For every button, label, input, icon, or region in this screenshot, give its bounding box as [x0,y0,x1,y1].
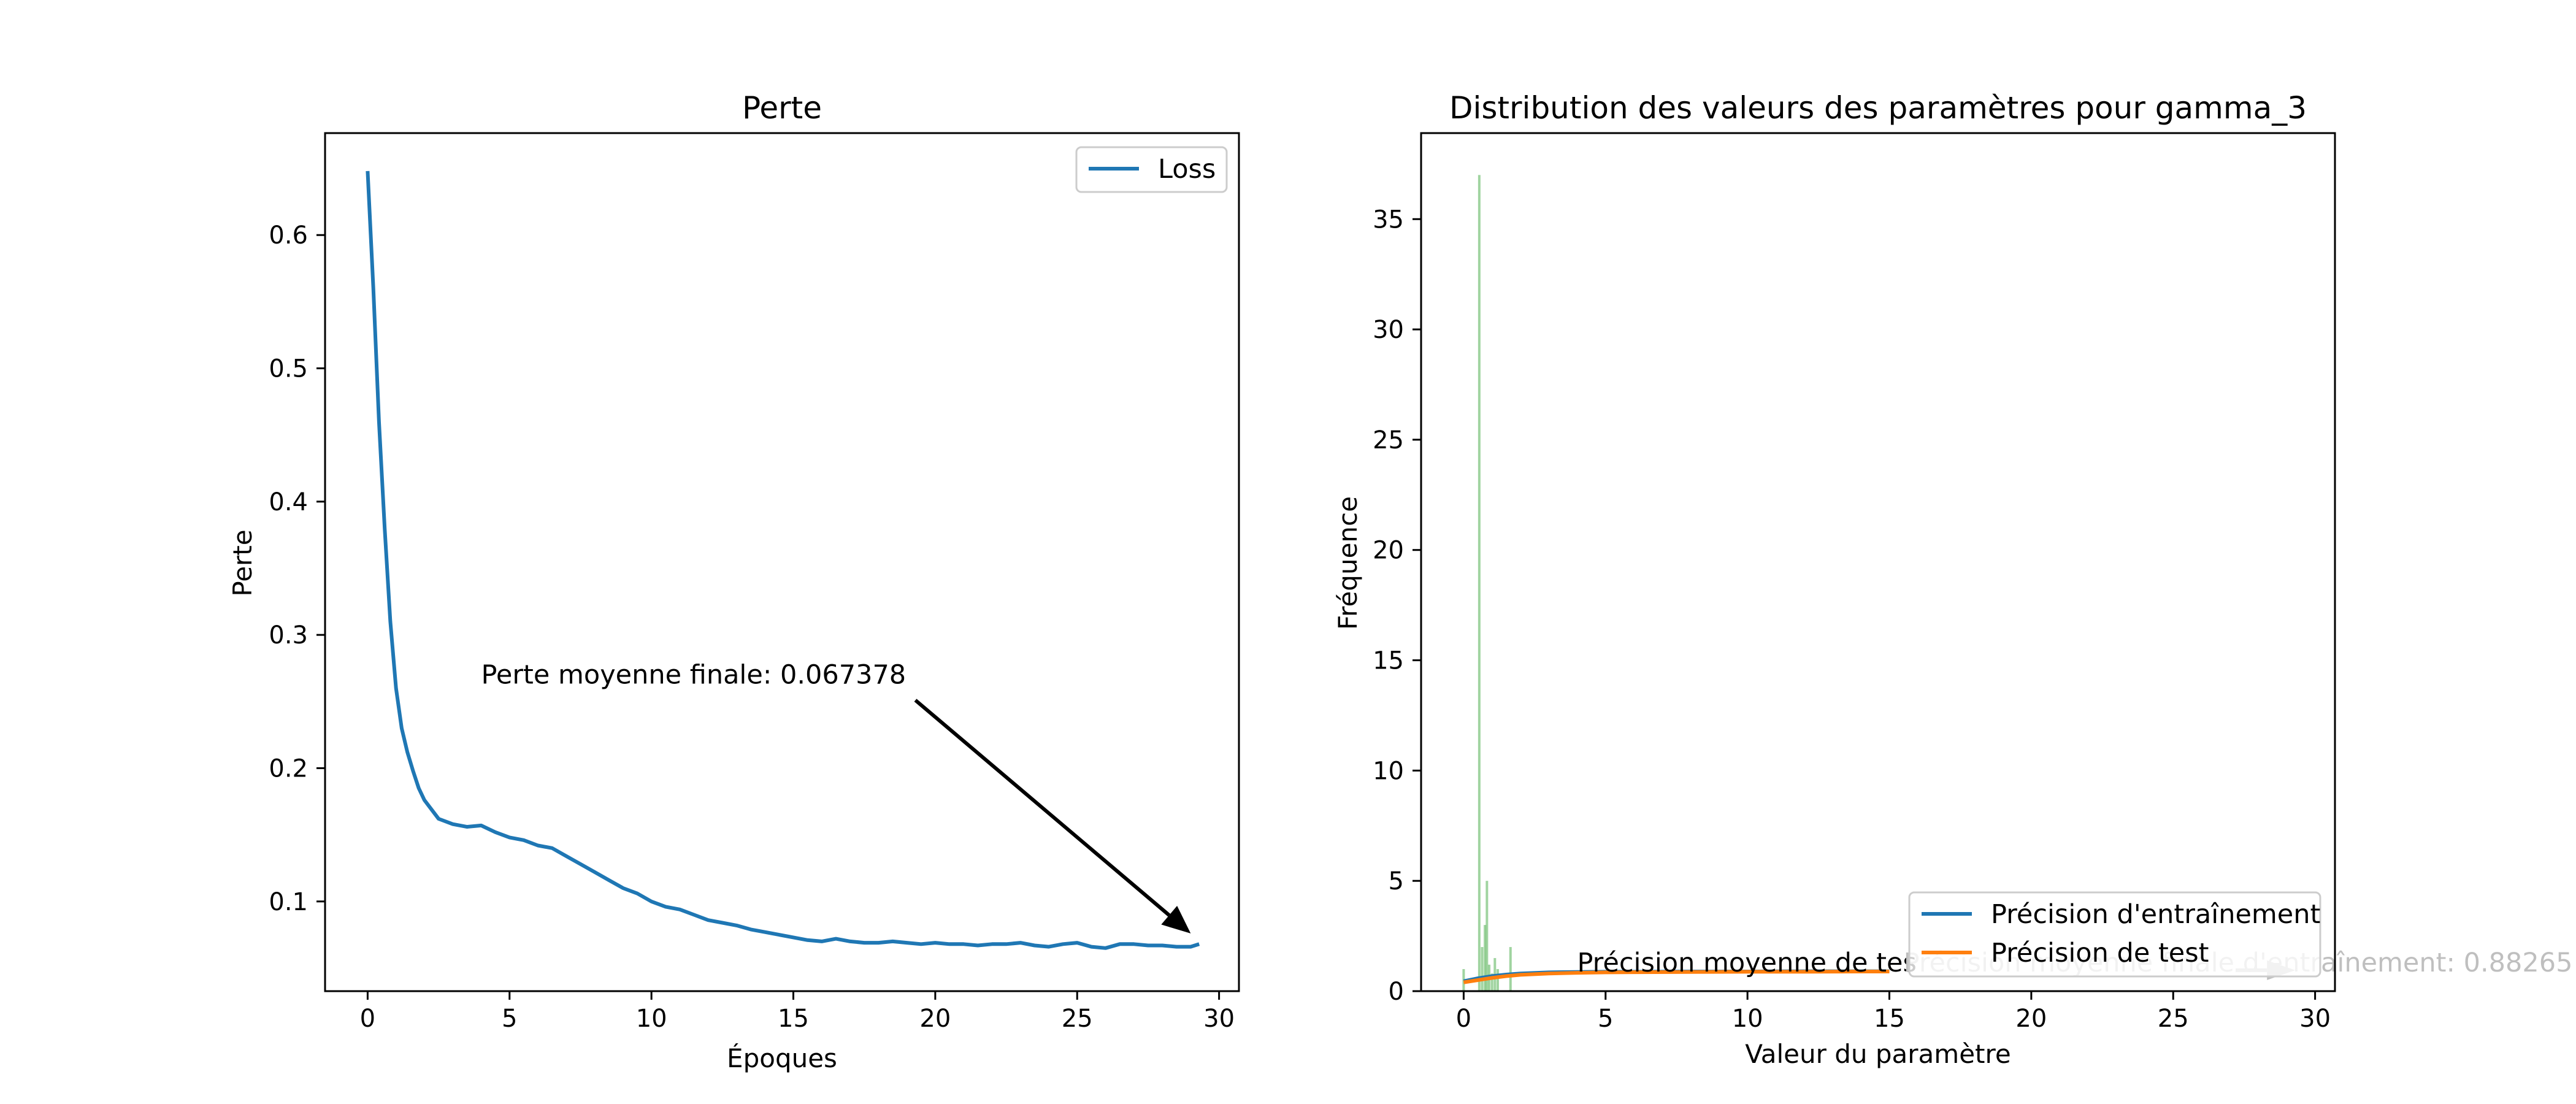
distribution-plot-xtick-label: 5 [1598,1005,1613,1033]
loss-plot-annotation: Perte moyenne finale: 0.067378 [481,659,1191,933]
distribution-plot-xtick-label: 20 [2015,1005,2047,1033]
loss-legend: Loss [1075,146,1228,193]
loss-plot: Perte 0 5 10 15 20 25 30 0.1 0.2 0.3 0.4 0.5 0.6 Per… [228,90,1240,1073]
distribution-plot-ytick-label: 25 [1373,426,1404,454]
histogram-bar [1490,973,1493,991]
distribution-plot-xtick-label: 30 [2299,1005,2331,1033]
accuracy-legend-box [1908,891,2321,978]
loss-plot-ytick-label: 0.3 [269,621,308,650]
histogram-bar [1509,947,1512,991]
distribution-plot-title: Distribution des valeurs des paramètres … [1449,90,2307,126]
distribution-plot-xtick-label: 0 [1456,1005,1471,1033]
loss-plot-ytick-label: 0.5 [269,355,308,383]
loss-plot-xtick-label: 20 [919,1005,951,1033]
distribution-plot-frame [1420,132,2336,992]
loss-plot-xtick-label: 0 [360,1005,375,1033]
loss-plot-ylabel: Perte [228,529,258,596]
loss-plot-xtick-label: 25 [1062,1005,1093,1033]
final-loss-annotation: Perte moyenne finale: 0.067378 [481,659,907,690]
test-accuracy-annotation: Précision moyenne de tes [1577,948,1917,978]
loss-legend-box [1075,146,1228,193]
histogram-bar [1496,969,1499,991]
distribution-plot-xtick-label: 15 [1874,1005,1905,1033]
distribution-plot-ytick-label: 0 [1389,978,1404,1006]
loss-plot-xtick-label: 30 [1203,1005,1235,1033]
loss-series-line [366,171,1200,950]
loss-plot-title: Perte [742,90,822,126]
loss-plot-ytick-label: 0.2 [269,754,308,783]
test-accuracy-legend-label: Précision de test [1991,938,2209,968]
test-accuracy-line [1463,970,1890,984]
distribution-plot: Distribution des valeurs des paramètres … [1333,90,2572,1069]
distribution-plot-xlabel: Valeur du paramètre [1745,1039,2011,1069]
distribution-plot-ytick-label: 5 [1389,867,1404,895]
histogram-bar [1478,175,1481,991]
distribution-plot-ytick-label: 35 [1373,205,1404,234]
distribution-plot-ytick-label: 30 [1373,316,1404,344]
loss-plot-ytick-label: 0.6 [269,221,308,250]
loss-plot-xtick-label: 10 [636,1005,667,1033]
distribution-plot-ytick-label: 10 [1373,757,1404,785]
train-accuracy-legend-label: Précision d'entraînement [1991,899,2320,930]
loss-plot-ticks: 0 5 10 15 20 25 30 0.1 0.2 0.3 0.4 0.5 0.6 [269,221,1235,1033]
accuracy-legend: Précision d'entraînement Précision de te… [1908,891,2321,978]
loss-legend-label: Loss [1158,154,1216,185]
loss-plot-frame [324,132,1240,992]
distribution-plot-xtick-label: 25 [2158,1005,2189,1033]
distribution-plot-series [1463,969,1890,984]
loss-plot-xlabel: Époques [727,1043,837,1073]
distribution-plot-ytick-label: 20 [1373,537,1404,565]
histogram-bar [1484,925,1487,991]
distribution-plot-xtick-label: 10 [1732,1005,1763,1033]
loss-plot-xtick-label: 5 [502,1005,517,1033]
final-loss-arrow [914,699,1171,917]
distribution-plot-ylabel: Fréquence [1333,496,1363,630]
loss-plot-ytick-label: 0.1 [269,888,308,916]
loss-plot-xtick-label: 15 [778,1005,809,1033]
histogram-bar [1481,947,1484,991]
loss-plot-series [366,171,1200,950]
final-loss-arrowhead [1161,905,1191,933]
distribution-plot-ytick-label: 15 [1373,647,1404,675]
distribution-plot-ticks: 0 5 10 15 20 25 30 0 5 10 15 20 25 30 35 [1373,205,2331,1033]
histogram-bar [1485,881,1489,991]
loss-plot-ytick-label: 0.4 [269,488,308,516]
